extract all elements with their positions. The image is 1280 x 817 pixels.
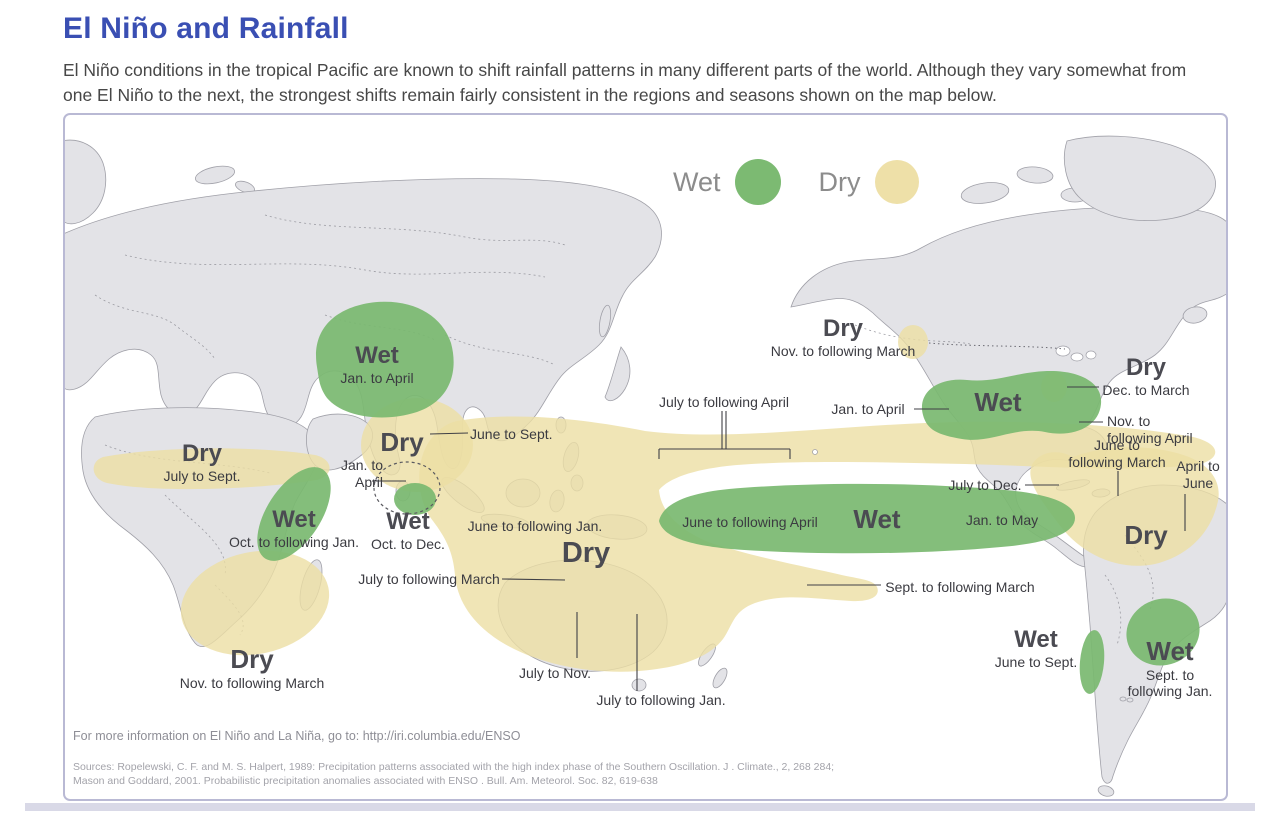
region-word: Wet — [272, 506, 316, 533]
wet-blob-southern-us — [921, 370, 1102, 440]
callout-line-2: following March — [1068, 453, 1166, 470]
region-season: Dec. to March — [1102, 382, 1190, 399]
legend-dry-swatch — [874, 160, 919, 204]
region-season-line-2: following Jan. — [1127, 683, 1213, 700]
callout-line-1: Nov. to — [1107, 413, 1151, 429]
callout-india-season: June to Sept. — [470, 426, 553, 442]
region-word: Dry — [380, 427, 424, 457]
region-season-equatorial-right: Jan. to May — [965, 512, 1039, 528]
page-title: El Niño and Rainfall — [63, 12, 349, 45]
region-season-australasia: June to following Jan. — [467, 518, 603, 534]
region-season: Nov. to following March — [770, 343, 916, 360]
region-label-sahel: Dry July to Sept. — [163, 440, 240, 485]
region-label-southern-us: Wet — [974, 387, 1021, 418]
region-label-great-lakes: Dry Dec. to March — [1102, 354, 1189, 399]
intro-text: El Niño conditions in the tropical Pacif… — [63, 58, 1228, 108]
region-label-south-india: Wet Oct. to Dec. — [371, 508, 445, 553]
callout-line-1: Jan. to — [340, 457, 383, 473]
region-word: Dry — [1124, 520, 1168, 550]
region-season: Oct. to Dec. — [371, 536, 445, 553]
region-season-equatorial-left: June to following April — [682, 514, 818, 530]
region-label-se-south-america: Wet Sept. to following Jan. — [1128, 636, 1213, 700]
wet-blob-central-asia — [316, 301, 454, 418]
region-label-central-asia: Wet Jan. to April — [340, 342, 413, 387]
region-label-equatorial-pacific: Wet — [853, 504, 900, 535]
callout-caribbean-season: June to following March — [1068, 437, 1165, 470]
region-label-east-africa: Wet Oct. to following Jan. — [229, 506, 359, 551]
callout-east-australia-season: July to following Jan. — [596, 692, 726, 708]
legend: Wet Dry — [673, 159, 919, 205]
dry-blob-pacific-northwest — [898, 325, 928, 359]
wet-regions — [257, 301, 1200, 694]
region-word: Wet — [355, 342, 399, 369]
region-season-line-1: Sept. to — [1145, 666, 1195, 683]
callout-south-pacific-season: Sept. to following March — [885, 579, 1035, 595]
callout-pacific-band-season: July to following April — [659, 394, 789, 410]
region-word: Dry — [561, 537, 611, 569]
dry-blob-caribbean — [1030, 447, 1219, 566]
region-label-india: Dry — [380, 427, 423, 458]
region-word: Wet — [853, 504, 901, 534]
region-word: Dry — [1125, 354, 1167, 381]
island-dot — [812, 449, 818, 455]
wet-blob-equatorial-pacific — [659, 483, 1075, 554]
callout-line-1: June to — [1094, 437, 1140, 453]
region-word: Dry — [181, 440, 223, 467]
region-label-australasia: Dry — [562, 536, 610, 570]
callout-central-australia-season: July to Nov. — [518, 665, 592, 681]
dry-blob-sahel — [93, 448, 330, 490]
intro-line-1: El Niño conditions in the tropical Pacif… — [63, 60, 1187, 80]
region-word: Wet — [386, 508, 430, 535]
legend-dry-label: Dry — [818, 166, 861, 197]
region-word: Wet — [1014, 626, 1058, 653]
south-india-dashed-outline — [373, 461, 441, 515]
region-label-chile: Wet June to Sept. — [995, 626, 1078, 671]
region-label-pacific-northwest: Dry Nov. to following March — [771, 315, 915, 360]
sources-line-1: Sources: Ropelewski, C. F. and M. S. Hal… — [73, 761, 835, 773]
dry-blob-southern-africa — [180, 550, 330, 656]
region-season: Jan. to April — [340, 370, 414, 387]
callout-ne-brazil-season: April to June — [1176, 458, 1220, 491]
map-panel: Wet Dry Wet Jan. to April Dry July to Se… — [63, 113, 1228, 801]
world-map — [65, 135, 1226, 797]
wet-blob-south-india — [394, 483, 436, 515]
callout-line-2: April — [354, 473, 383, 490]
wet-blob-se-south-america — [1126, 598, 1200, 666]
sources-line-2: Mason and Goddard, 2001. Probabilistic p… — [73, 775, 658, 788]
callout-line-2: following April — [1107, 429, 1193, 446]
region-season: Nov. to following March — [179, 674, 325, 691]
intro-line-2: one El Niño to the next, the strongest s… — [63, 84, 997, 105]
wet-blob-east-africa — [257, 467, 331, 561]
region-word: Dry — [822, 315, 864, 342]
region-season: July to Sept. — [163, 468, 241, 485]
wet-blob-chile — [1079, 630, 1105, 694]
callout-south-india-season: Jan. to April — [311, 457, 383, 490]
region-label-northern-south-america: Dry — [1124, 520, 1167, 551]
region-season: Oct. to following Jan. — [229, 534, 359, 551]
callout-line-2: June — [1182, 474, 1214, 491]
dry-regions — [93, 325, 1219, 672]
region-word: Wet — [1146, 636, 1194, 666]
region-word: Dry — [230, 644, 274, 674]
callout-central-america-season: July to Dec. — [948, 477, 1022, 493]
legend-wet-label: Wet — [673, 166, 721, 197]
region-word: Wet — [974, 387, 1022, 417]
more-info-text: For more information on El Niño and La N… — [73, 729, 521, 743]
dry-blob-australasia — [419, 416, 1216, 672]
sources-text: Sources: Ropelewski, C. F. and M. S. Hal… — [73, 760, 834, 788]
callout-north-australia-season: July to following March — [358, 571, 500, 587]
callout-line-1: April to — [1176, 458, 1220, 474]
region-label-southern-africa: Dry Nov. to following March — [180, 644, 324, 691]
callout-se-us-season: Nov. to following April — [1107, 413, 1193, 446]
annotation-lines — [372, 342, 1186, 691]
region-season: June to Sept. — [994, 654, 1078, 671]
legend-wet-swatch — [734, 159, 781, 205]
callout-southern-us-season: Jan. to April — [831, 401, 905, 417]
bottom-page-strip — [25, 803, 1255, 811]
